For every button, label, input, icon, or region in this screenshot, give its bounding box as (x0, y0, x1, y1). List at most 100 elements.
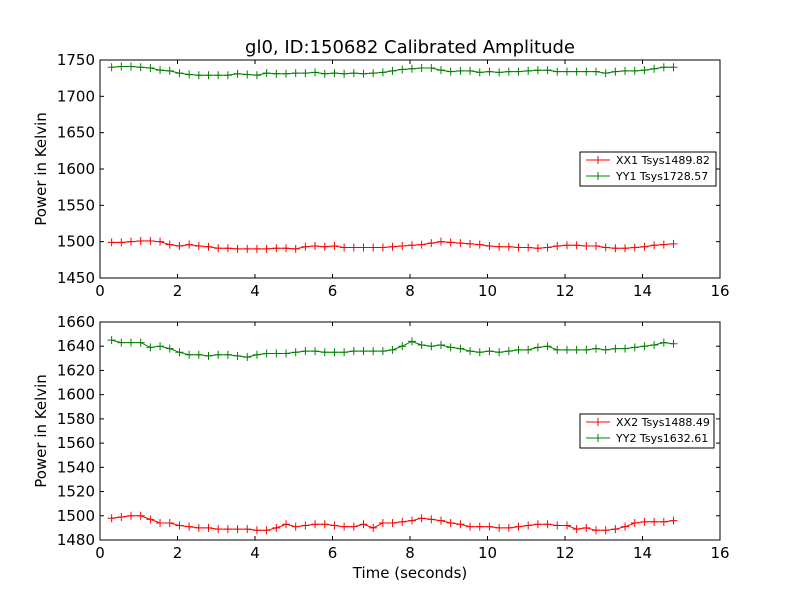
data-point-yy1 (378, 68, 387, 77)
data-point-yy1 (369, 69, 378, 78)
data-point-yy1 (359, 69, 368, 78)
data-point-yy2 (107, 336, 116, 345)
data-point-xx1 (650, 241, 659, 250)
data-point-yy1 (185, 70, 194, 79)
data-point-yy1 (456, 66, 465, 75)
data-point-yy2 (127, 338, 135, 347)
data-point-yy1 (117, 62, 126, 71)
data-point-yy2 (630, 343, 639, 352)
data-point-xx1 (427, 239, 436, 248)
data-point-yy2 (233, 351, 242, 360)
y-tick-label-bottom: 1540 (57, 458, 95, 476)
subplot-bottom: 0 2 4 6 8 10 12 14 16 1480 1500 1520 1540 1560 1580 160… (32, 313, 730, 582)
data-point-xx1 (301, 242, 310, 251)
legend-marker-yy2 (594, 434, 602, 442)
data-point-yy1 (233, 69, 242, 78)
data-point-xx2 (204, 523, 213, 532)
series-group-bottom (107, 336, 678, 535)
data-point-yy2 (659, 338, 668, 347)
data-point-xx1 (146, 236, 155, 245)
data-point-yy1 (301, 69, 310, 78)
data-point-xx2 (165, 519, 174, 528)
data-point-xx2 (388, 519, 397, 528)
data-point-yy1 (311, 68, 320, 77)
data-point-yy1 (495, 68, 504, 77)
data-point-xx1 (601, 243, 610, 252)
data-point-yy2 (495, 348, 504, 357)
data-point-xx2 (252, 526, 261, 535)
data-point-yy1 (127, 62, 135, 71)
legend-marker-xx1 (594, 156, 602, 164)
y-tick-label-bottom: 1640 (57, 337, 95, 355)
data-point-yy1 (640, 66, 649, 75)
data-point-xx1 (543, 243, 552, 252)
axis-ticks-top: 0 2 4 6 8 10 12 14 16 1450 1500 1550 1600 1650 1700 175… (57, 51, 730, 300)
data-point-xx2 (291, 522, 300, 531)
data-point-xx1 (252, 244, 261, 253)
data-point-xx1 (495, 242, 504, 251)
data-point-xx2 (175, 521, 184, 530)
data-point-yy2 (669, 339, 678, 348)
y-tick-label-bottom: 1520 (57, 483, 95, 501)
data-point-xx1 (117, 238, 126, 247)
data-point-yy2 (398, 342, 407, 351)
data-point-yy1 (621, 66, 630, 75)
y-tick-label-bottom: 1580 (57, 410, 95, 428)
data-point-yy1 (446, 67, 455, 76)
x-tick-label-bottom: 8 (405, 544, 415, 562)
data-point-xx1 (553, 242, 562, 251)
data-point-xx2 (485, 522, 494, 531)
data-point-yy2 (301, 347, 310, 356)
data-point-xx2 (301, 521, 310, 530)
data-point-yy2 (214, 350, 223, 359)
data-point-yy1 (156, 66, 165, 75)
data-point-xx1 (223, 244, 232, 253)
data-point-xx1 (340, 243, 349, 252)
x-tick-label-top: 0 (95, 282, 105, 300)
legend-label-yy2: YY2 Tsys1632.61 (615, 432, 708, 445)
legend-marker-yy1 (594, 172, 602, 180)
data-point-yy1 (659, 63, 668, 72)
data-point-yy2 (611, 344, 620, 353)
legend-box-bottom (579, 413, 715, 449)
data-point-yy2 (369, 347, 378, 356)
data-point-xx2 (533, 520, 542, 529)
data-point-yy1 (514, 67, 523, 76)
data-point-xx1 (127, 237, 135, 246)
legend-label-yy1: YY1 Tsys1728.57 (615, 170, 708, 183)
y-tick-label-top: 1650 (57, 124, 95, 142)
data-point-xx2 (320, 520, 329, 529)
data-point-xx1 (582, 242, 591, 251)
data-point-yy2 (156, 342, 165, 351)
data-point-yy1 (398, 65, 407, 74)
data-point-yy2 (504, 347, 513, 356)
data-point-yy2 (349, 347, 358, 356)
data-point-yy1 (243, 70, 252, 79)
data-point-xx2 (243, 525, 252, 534)
data-point-yy1 (601, 69, 610, 78)
series-group-top (107, 62, 678, 253)
data-point-xx2 (146, 515, 155, 524)
data-point-yy1 (562, 67, 571, 76)
data-point-yy1 (572, 67, 581, 76)
data-point-yy1 (165, 66, 174, 75)
data-point-xx2 (233, 525, 242, 534)
data-point-xx2 (562, 521, 571, 530)
data-point-xx1 (349, 243, 358, 252)
data-point-xx2 (611, 525, 620, 534)
chart-title: gl0, ID:150682 Calibrated Amplitude (245, 37, 575, 58)
data-point-xx2 (466, 522, 475, 531)
data-point-yy2 (417, 341, 426, 350)
data-point-yy1 (252, 71, 261, 80)
data-point-yy1 (524, 66, 533, 75)
data-point-xx2 (475, 522, 484, 531)
data-point-xx1 (466, 239, 475, 248)
data-point-xx1 (204, 242, 213, 251)
data-point-xx1 (621, 244, 630, 253)
data-point-yy1 (204, 71, 213, 80)
x-tick-label-bottom: 14 (633, 544, 652, 562)
x-tick-label-top: 12 (555, 282, 574, 300)
data-point-xx2 (349, 522, 358, 531)
data-point-yy2 (407, 337, 416, 346)
data-point-xx1 (359, 243, 368, 252)
